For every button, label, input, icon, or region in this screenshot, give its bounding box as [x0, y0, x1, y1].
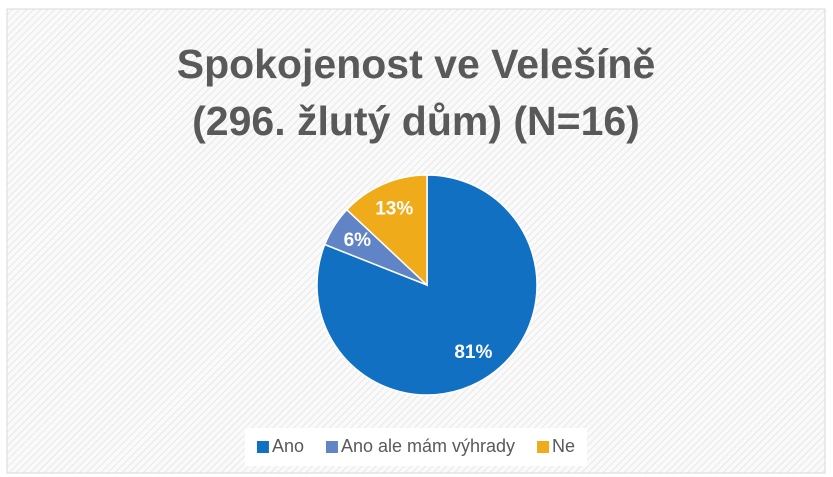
- legend-label: Ne: [552, 436, 575, 456]
- data-label: 13%: [375, 198, 413, 219]
- legend-background: [244, 428, 588, 466]
- legend-swatch: [256, 441, 269, 453]
- legend-label: Ano ale mám výhrady: [341, 436, 515, 456]
- legend: Ano Ano ale mám výhrady Ne: [256, 436, 575, 456]
- chart-title: Spokojenost ve Velešíně (296. žlutý dům)…: [176, 41, 656, 144]
- legend-swatch: [325, 441, 338, 453]
- data-label: 6%: [344, 230, 372, 251]
- data-label: 81%: [454, 342, 492, 363]
- pie-slice: [345, 174, 428, 287]
- legend-label: Ano: [272, 436, 304, 456]
- legend-swatch: [537, 441, 550, 453]
- pie: 81% 6%13%: [316, 174, 538, 396]
